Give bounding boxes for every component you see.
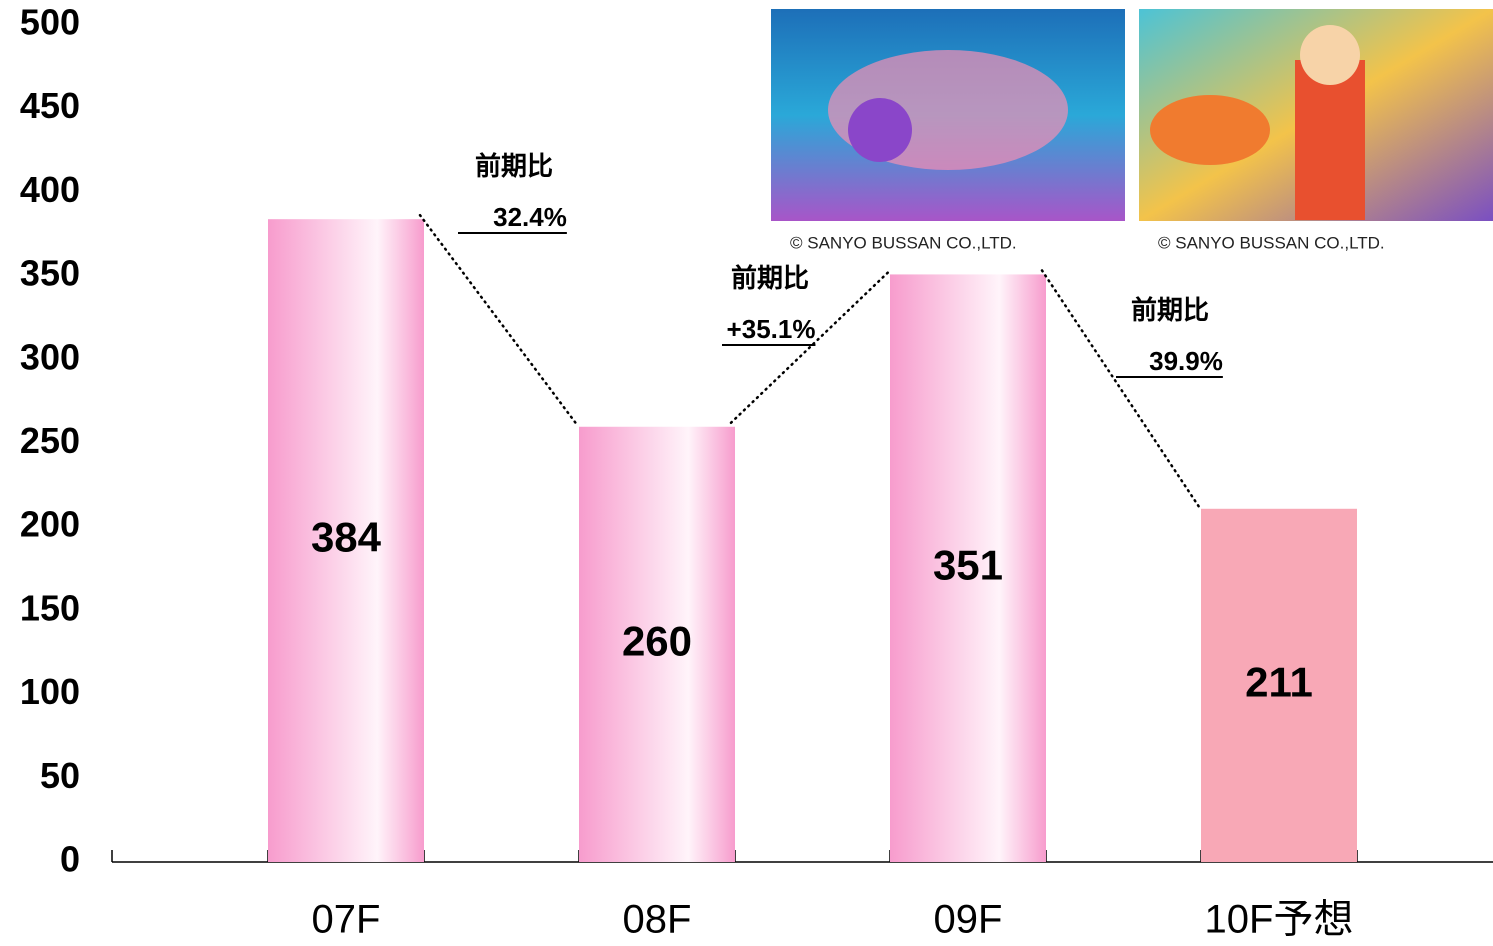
image-fish <box>1150 95 1270 165</box>
y-tick-label: 150 <box>20 587 80 628</box>
annotation-label: 前期比 <box>1131 295 1209 325</box>
y-tick-label: 350 <box>20 253 80 294</box>
y-tick-label: 400 <box>20 169 80 210</box>
y-tick-label: 50 <box>40 755 80 796</box>
y-tick-label: 200 <box>20 504 80 545</box>
connector <box>418 213 579 427</box>
image-credit: © SANYO BUSSAN CO.,LTD. <box>1158 233 1385 252</box>
bar <box>1201 508 1357 862</box>
image-credit: © SANYO BUSSAN CO.,LTD. <box>790 233 1017 252</box>
value-label: 211 <box>1245 658 1313 705</box>
y-tick-label: 100 <box>20 671 80 712</box>
bar <box>268 219 424 862</box>
connector <box>729 271 890 425</box>
image-face <box>1300 25 1360 85</box>
bar <box>890 274 1046 862</box>
y-tick-label: 450 <box>20 85 80 126</box>
y-tick-label: 300 <box>20 336 80 377</box>
annotation-label: 前期比 <box>731 263 809 293</box>
annotation-change: 32.4% <box>493 202 567 232</box>
annotation-label: 前期比 <box>475 151 553 181</box>
value-label: 384 <box>311 514 382 561</box>
y-tick-label: 250 <box>20 420 80 461</box>
annotation-change: +35.1% <box>727 314 816 344</box>
connector <box>1040 269 1201 509</box>
image-character <box>1295 60 1365 220</box>
value-label: 260 <box>622 617 692 664</box>
x-tick-label: 08F <box>623 898 692 942</box>
image-character <box>848 98 912 162</box>
x-tick-label: 09F <box>934 898 1003 942</box>
value-label: 351 <box>933 541 1003 588</box>
x-tick-label: 10F予想 <box>1205 898 1354 942</box>
x-tick-label: 07F <box>312 898 381 942</box>
annotation-change: 39.9% <box>1149 346 1223 376</box>
bar <box>579 426 735 862</box>
y-tick-label: 0 <box>60 839 80 880</box>
y-tick-label: 500 <box>20 2 80 43</box>
